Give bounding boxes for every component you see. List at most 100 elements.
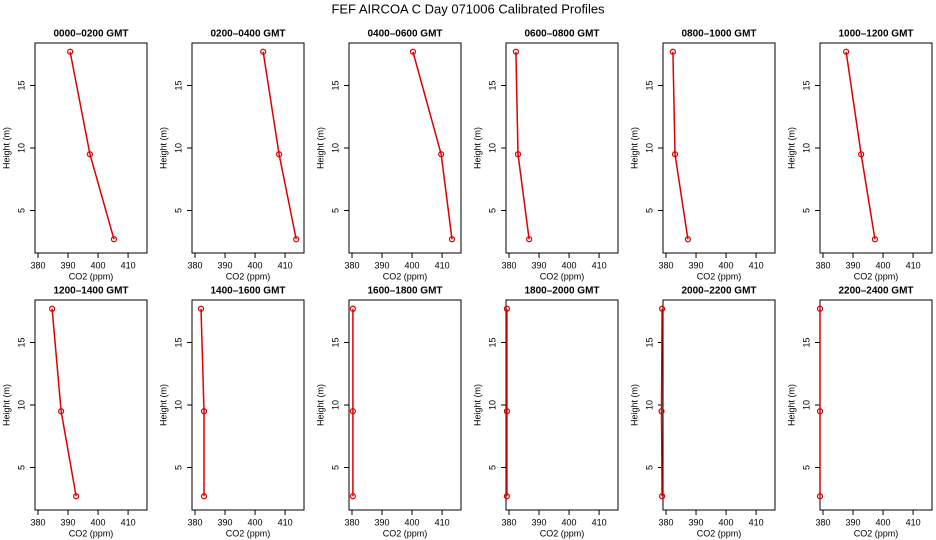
y-tick-label: 5: [173, 465, 183, 470]
y-tick-label: 10: [644, 143, 654, 153]
y-axis-label: Height (m): [1, 127, 11, 169]
y-tick-label: 10: [644, 400, 654, 410]
y-tick-label: 10: [801, 400, 811, 410]
x-tick-label: 400: [876, 260, 891, 270]
y-axis-label: Height (m): [629, 127, 639, 169]
y-tick-label: 5: [173, 208, 183, 213]
x-axis-label: CO2 (ppm): [854, 528, 899, 538]
y-tick-label: 15: [487, 337, 497, 347]
x-tick-label: 410: [749, 260, 764, 270]
profile-point: [49, 305, 56, 312]
profile-point: [858, 151, 865, 158]
x-tick-label: 380: [658, 260, 673, 270]
profile-point: [200, 408, 208, 415]
x-tick-label: 410: [592, 260, 607, 270]
x-tick-label: 410: [278, 517, 293, 527]
x-tick-label: 390: [218, 260, 233, 270]
profile-line: [845, 51, 876, 240]
x-tick-label: 410: [749, 517, 764, 527]
y-tick-label: 5: [330, 208, 340, 213]
y-tick-label: 10: [330, 400, 340, 410]
profile-line: [69, 51, 115, 240]
y-axis-label: Height (m): [1, 384, 11, 426]
x-tick-label: 410: [278, 260, 293, 270]
x-tick-label: 400: [248, 517, 263, 527]
y-tick-label: 10: [173, 143, 183, 153]
y-tick-label: 5: [487, 465, 497, 470]
profile-point: [503, 305, 511, 312]
y-tick-label: 15: [801, 80, 811, 90]
profile-point: [671, 151, 679, 158]
profile-line: [672, 51, 689, 240]
profile-line: [200, 308, 205, 497]
profile-point: [349, 493, 357, 500]
y-tick-label: 15: [330, 337, 340, 347]
x-axis-label: CO2 (ppm): [226, 271, 271, 281]
plot-frame: [191, 299, 305, 511]
plot-frame: [819, 299, 933, 511]
y-tick-label: 15: [801, 337, 811, 347]
y-tick-label: 10: [487, 400, 497, 410]
y-tick-label: 10: [16, 143, 26, 153]
y-tick-label: 15: [487, 80, 497, 90]
y-tick-label: 5: [644, 208, 654, 213]
x-tick-label: 400: [91, 517, 106, 527]
y-axis-label: Height (m): [472, 384, 482, 426]
x-tick-label: 400: [719, 260, 734, 270]
x-tick-label: 390: [846, 260, 861, 270]
profile-point: [843, 48, 850, 55]
y-tick-label: 5: [16, 208, 26, 213]
y-axis-label: Height (m): [472, 127, 482, 169]
y-tick-label: 10: [487, 143, 497, 153]
x-tick-label: 400: [405, 517, 420, 527]
profile-line: [660, 308, 663, 497]
x-axis-label: CO2 (ppm): [226, 528, 271, 538]
y-tick-label: 15: [644, 80, 654, 90]
x-tick-label: 400: [405, 260, 420, 270]
profile-point: [260, 48, 267, 55]
y-tick-label: 10: [801, 143, 811, 153]
profile-point: [526, 236, 533, 243]
x-tick-label: 390: [846, 517, 861, 527]
y-axis-label: Height (m): [629, 384, 639, 426]
profile-point: [503, 493, 511, 500]
plot-frame: [34, 299, 148, 511]
y-tick-label: 15: [173, 337, 183, 347]
y-tick-label: 5: [487, 208, 497, 213]
x-tick-label: 380: [658, 517, 673, 527]
y-tick-label: 15: [644, 337, 654, 347]
panel-title: 1400–1600 GMT: [210, 286, 285, 297]
profile-point: [409, 48, 417, 55]
y-tick-label: 5: [801, 208, 811, 213]
x-tick-label: 380: [30, 260, 45, 270]
panel-title: 0800–1000 GMT: [681, 29, 756, 40]
profile-point: [684, 236, 692, 243]
profile-point: [200, 493, 208, 500]
x-tick-label: 380: [187, 260, 202, 270]
x-axis-label: CO2 (ppm): [383, 271, 428, 281]
profile-point: [669, 48, 677, 55]
x-tick-label: 410: [906, 517, 921, 527]
y-tick-label: 10: [16, 400, 26, 410]
y-tick-label: 10: [330, 143, 340, 153]
profile-line: [412, 51, 453, 240]
x-tick-label: 410: [906, 260, 921, 270]
x-axis-label: CO2 (ppm): [697, 528, 742, 538]
x-tick-label: 400: [562, 517, 577, 527]
y-axis-label: Height (m): [158, 384, 168, 426]
x-axis-label: CO2 (ppm): [383, 528, 428, 538]
y-tick-label: 5: [801, 465, 811, 470]
profile-point: [58, 408, 65, 415]
page-title: FEF AIRCOA C Day 071006 Calibrated Profi…: [331, 1, 605, 16]
profile-line: [262, 51, 297, 240]
profile-point: [658, 408, 665, 415]
y-axis-label: Height (m): [315, 127, 325, 169]
panel-title: 2200–2400 GMT: [838, 286, 913, 297]
x-tick-label: 390: [218, 517, 233, 527]
y-axis-label: Height (m): [786, 127, 796, 169]
plot-frame: [505, 299, 619, 511]
profile-point: [503, 408, 511, 415]
x-axis-label: CO2 (ppm): [69, 528, 114, 538]
y-tick-label: 15: [330, 80, 340, 90]
profile-point: [514, 151, 522, 158]
